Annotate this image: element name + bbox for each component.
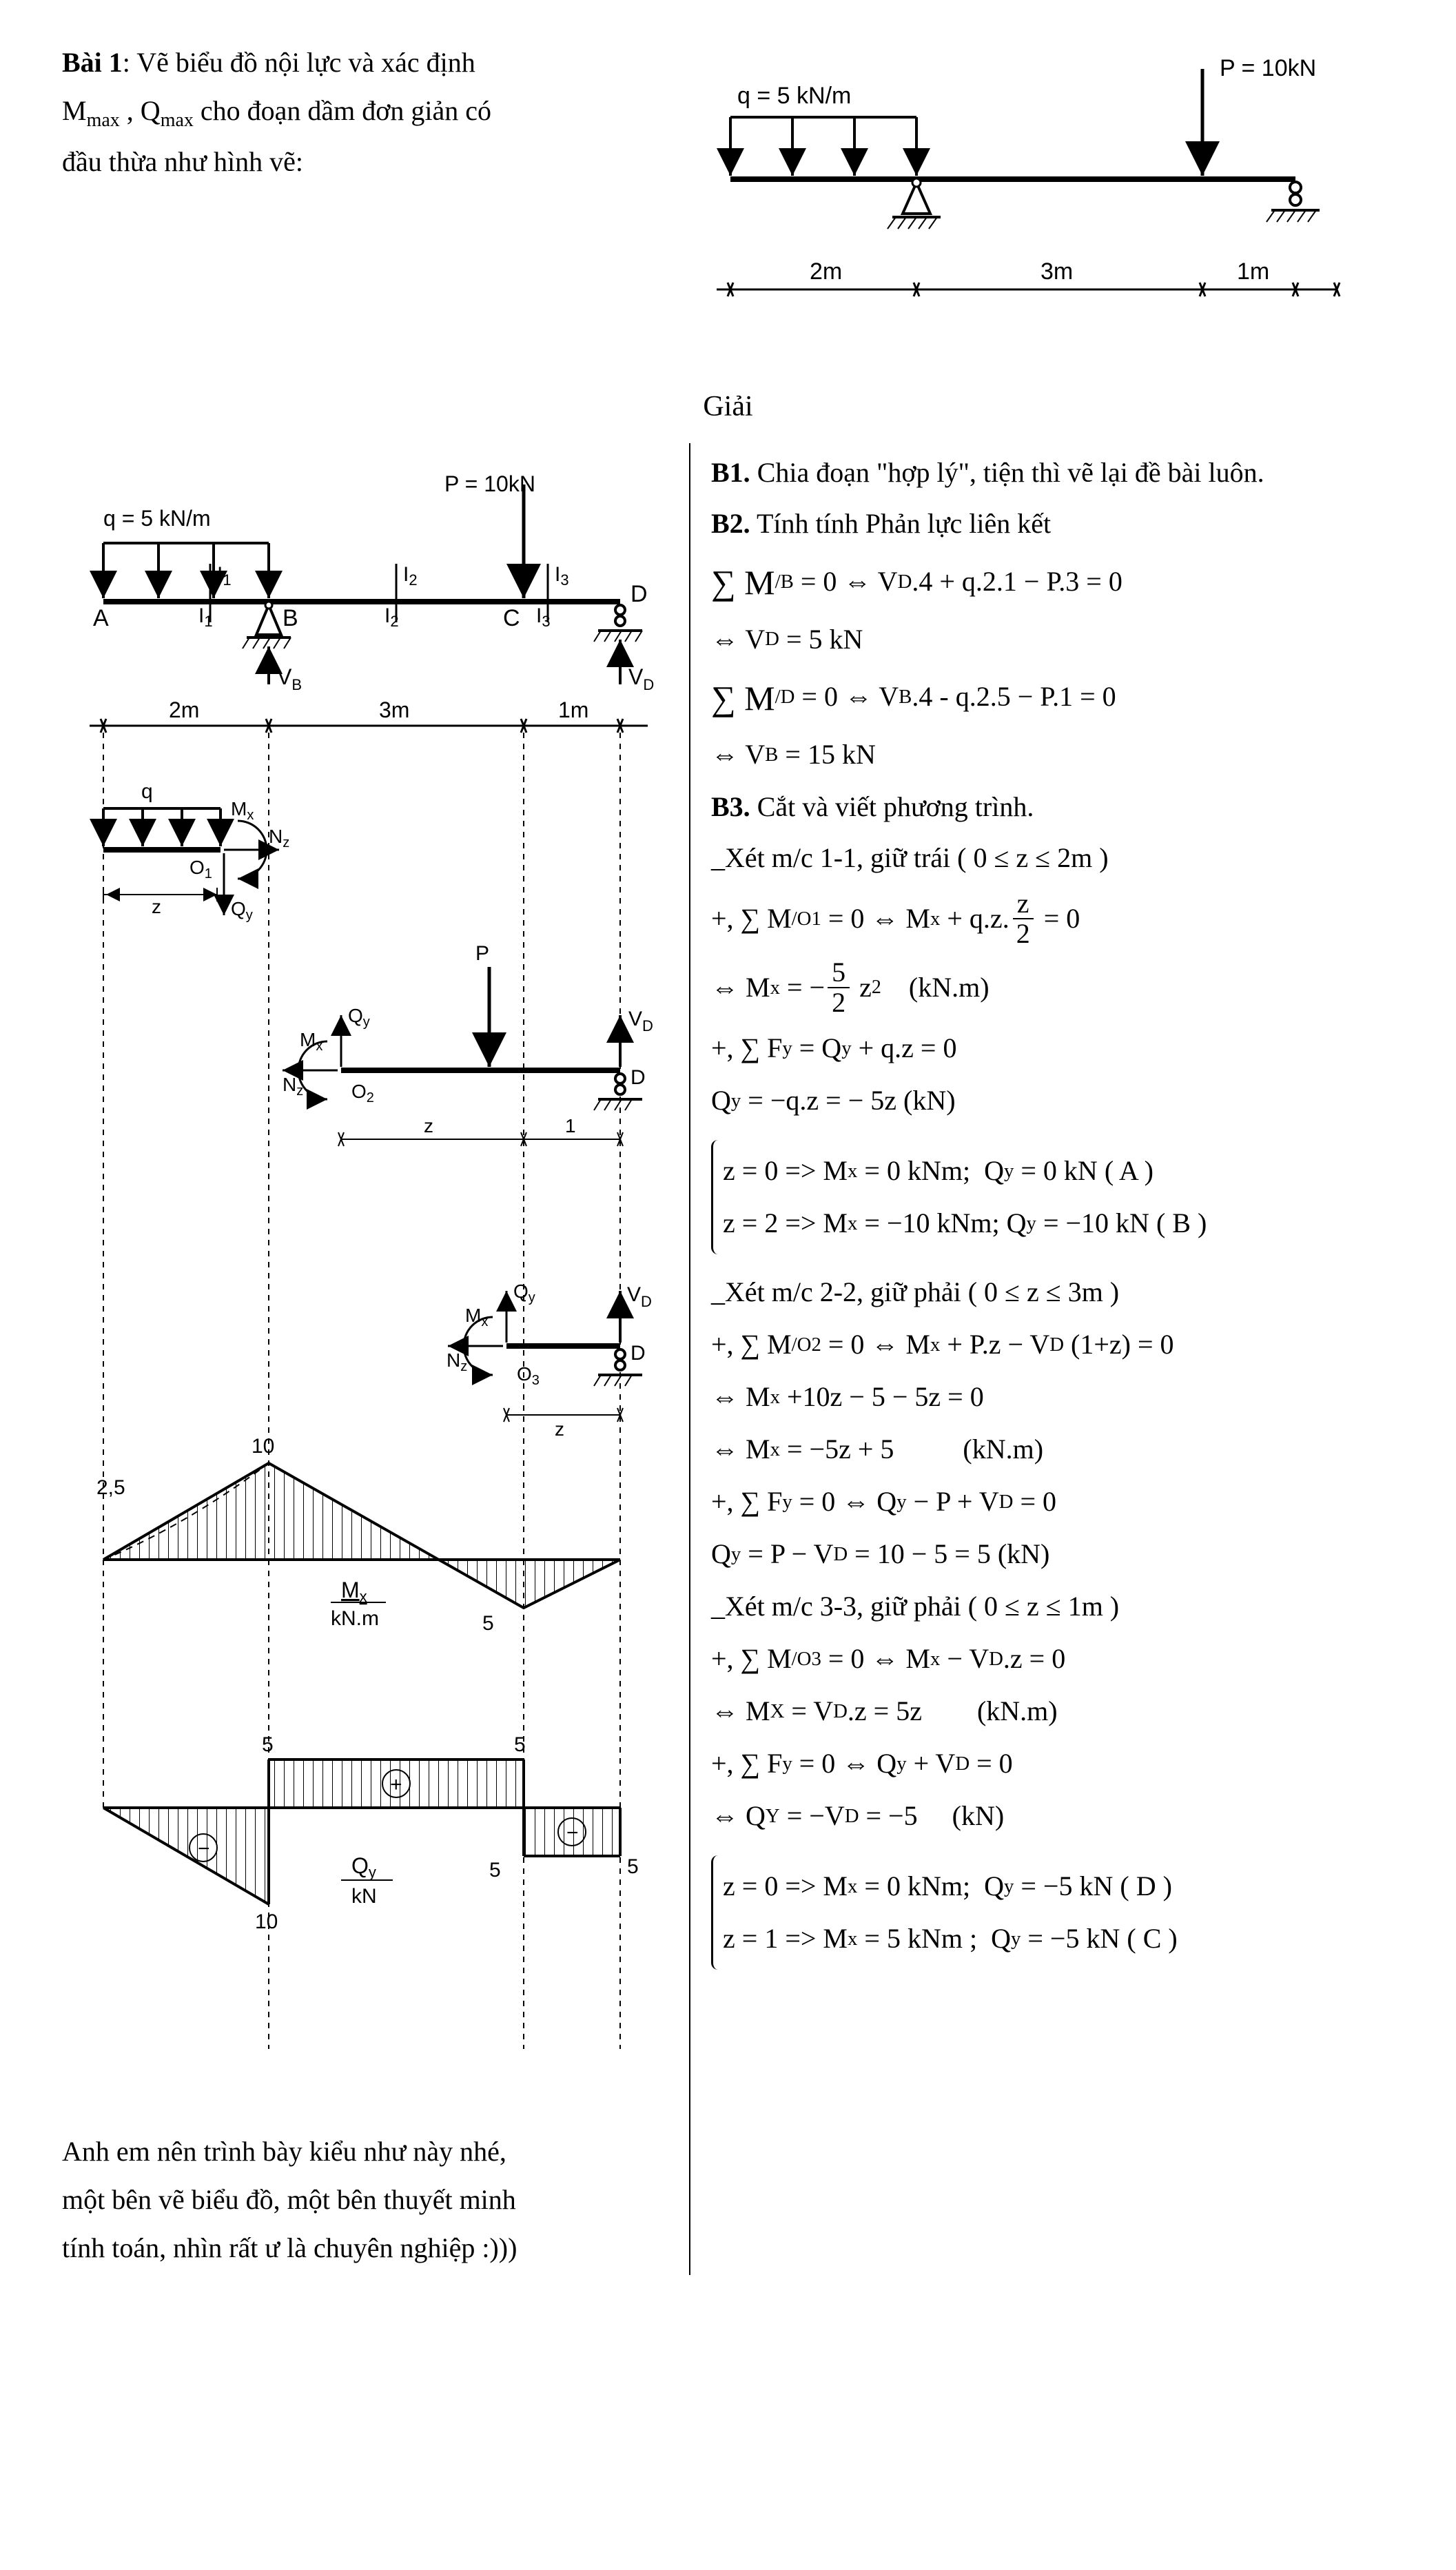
svg-text:5: 5	[482, 1612, 494, 1635]
svg-text:Mx: Mx	[231, 798, 254, 823]
svg-text:D: D	[630, 1342, 646, 1365]
svg-text:1m: 1m	[1237, 258, 1269, 285]
problem-statement: Bài 1: Vẽ biểu đồ nội lực và xác định Mm…	[62, 41, 668, 371]
eq-sum-MD: ∑ M/D = 0 ⇔ VB.4 - q.2.5 − P.1 = 0	[711, 671, 1394, 724]
svg-text:10: 10	[255, 1910, 278, 1933]
eq-MO1: +, ∑ M/O1 = 0 ⇔ Mx + q.z. z2 = 0	[711, 889, 1394, 948]
svg-text:+: +	[390, 1773, 402, 1796]
svg-text:Mx: Mx	[465, 1305, 488, 1329]
svg-text:Qy: Qy	[348, 1005, 370, 1030]
svg-text:5: 5	[489, 1859, 501, 1881]
right-column: B1. Chia đoạn "hợp lý", tiện thì vẽ lại …	[689, 443, 1394, 2275]
svg-text:P = 10kN: P = 10kN	[444, 471, 535, 496]
svg-text:q = 5 kN/m: q = 5 kN/m	[103, 506, 211, 531]
svg-text:Nz: Nz	[269, 826, 289, 850]
svg-text:VB: VB	[277, 664, 302, 693]
svg-text:VD: VD	[627, 1283, 652, 1310]
svg-text:2,5: 2,5	[96, 1476, 125, 1499]
svg-text:C: C	[503, 605, 520, 631]
svg-text:−: −	[198, 1837, 210, 1860]
svg-text:D: D	[630, 581, 648, 607]
svg-text:Mx: Mx	[300, 1029, 322, 1054]
top-beam-diagram: q = 5 kN/m P = 10kN	[696, 41, 1394, 371]
svg-text:VD: VD	[628, 664, 654, 693]
svg-text:B: B	[283, 605, 298, 631]
svg-text:Qy: Qy	[231, 898, 253, 923]
svg-text:Qy: Qy	[351, 1853, 376, 1881]
svg-text:O3: O3	[517, 1363, 540, 1388]
solution-heading: Giải	[62, 385, 1394, 429]
svg-text:VD: VD	[628, 1008, 653, 1034]
eq-VD: ⇔ VD = 5 kN	[711, 618, 1394, 661]
eq-Fy1: +, ∑ Fy = Qy + q.z = 0	[711, 1027, 1394, 1070]
svg-text:2m: 2m	[810, 258, 842, 285]
eq-VB: ⇔ VB = 15 kN	[711, 733, 1394, 776]
q-label: q = 5 kN/m	[737, 83, 851, 109]
svg-text:Mx: Mx	[341, 1578, 367, 1605]
svg-text:1m: 1m	[558, 697, 588, 722]
svg-text:z: z	[152, 896, 161, 917]
svg-text:Qy: Qy	[513, 1281, 535, 1305]
svg-text:−: −	[566, 1822, 579, 1844]
author-note: Anh em nên trình bày kiểu như này nhé, m…	[62, 2130, 668, 2270]
svg-text:P: P	[475, 942, 489, 965]
eq-sum-MB: ∑ M/B = 0 ⇔ VD.4 + q.2.1 − P.3 = 0	[711, 555, 1394, 609]
svg-text:3m: 3m	[1040, 258, 1073, 285]
svg-text:3m: 3m	[379, 697, 409, 722]
svg-text:10: 10	[252, 1435, 274, 1458]
P-label: P = 10kN	[1220, 55, 1316, 81]
eq-Qy1: Qy = −q.z = − 5z (kN)	[711, 1079, 1394, 1122]
svg-text:5: 5	[262, 1733, 274, 1756]
svg-text:q: q	[141, 780, 153, 803]
svg-text:kN.m: kN.m	[331, 1607, 379, 1630]
svg-text:I3: I3	[555, 563, 569, 589]
svg-text:5: 5	[514, 1733, 526, 1756]
svg-text:kN: kN	[351, 1885, 377, 1908]
main-columns: q = 5 kN/m P = 10kN A B C D I1 I1 I2 I2 …	[62, 443, 1394, 2275]
svg-text:2m: 2m	[169, 697, 199, 722]
svg-text:z: z	[555, 1418, 564, 1440]
svg-text:O2: O2	[351, 1081, 374, 1105]
eq-MO2: +, ∑ M/O2 = 0 ⇔ Mx + P.z − VD (1+z) = 0	[711, 1323, 1394, 1366]
svg-text:z: z	[424, 1115, 433, 1136]
left-column: q = 5 kN/m P = 10kN A B C D I1 I1 I2 I2 …	[62, 443, 668, 2275]
svg-text:1: 1	[565, 1115, 576, 1136]
svg-text:I1: I1	[217, 563, 232, 589]
svg-text:I2: I2	[403, 563, 418, 589]
left-diagrams-svg: q = 5 kN/m P = 10kN A B C D I1 I1 I2 I2 …	[62, 443, 668, 2097]
svg-text:A: A	[93, 605, 109, 631]
brace-sec1: z = 0 => Mx = 0 kNm; Qy = 0 kN ( A ) z =…	[711, 1140, 1207, 1254]
svg-text:5: 5	[627, 1855, 639, 1878]
eq-Mx1: ⇔ Mx = − 52 z2 (kN.m)	[711, 958, 1394, 1017]
top-row: Bài 1: Vẽ biểu đồ nội lực và xác định Mm…	[62, 41, 1394, 371]
svg-text:O1: O1	[189, 857, 212, 881]
brace-sec3: z = 0 => Mx = 0 kNm; Qy = −5 kN ( D ) z …	[711, 1855, 1178, 1970]
svg-text:D: D	[630, 1066, 646, 1089]
problem-title: Bài 1	[62, 47, 123, 78]
